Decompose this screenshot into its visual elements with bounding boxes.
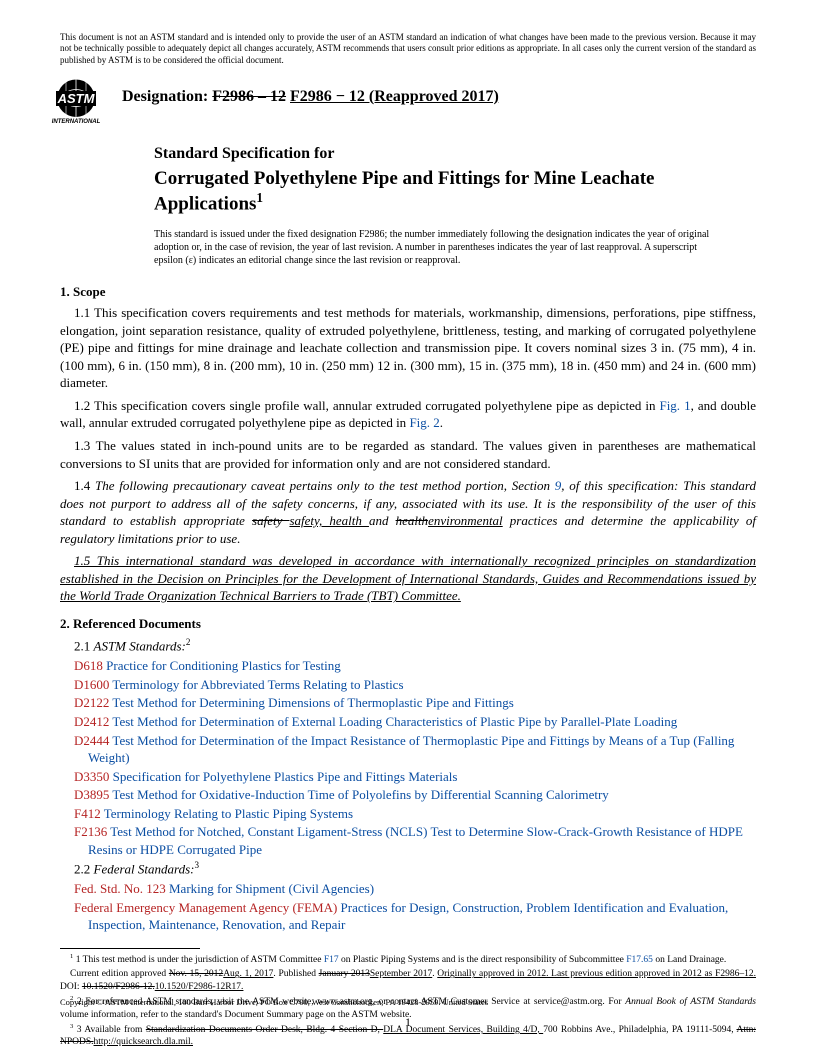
ref-item: D2122 Test Method for Determining Dimens…	[60, 694, 756, 712]
ref-code[interactable]: Fed. Std. No. 123	[74, 881, 166, 896]
ref-title[interactable]: Terminology for Abbreviated Terms Relati…	[112, 677, 403, 692]
ref-code[interactable]: D2122	[74, 695, 109, 710]
title-main: Corrugated Polyethylene Pipe and Fitting…	[154, 167, 716, 216]
astm-ref-list: D618 Practice for Conditioning Plastics …	[60, 657, 756, 858]
footnote-1: 1 1 This test method is under the jurisd…	[60, 953, 756, 967]
ref-item: D1600 Terminology for Abbreviated Terms …	[60, 676, 756, 694]
ref-item: Fed. Std. No. 123 Marking for Shipment (…	[60, 880, 756, 898]
astm-logo: ASTM INTERNATIONAL	[48, 76, 104, 132]
title-prefix: Standard Specification for	[154, 143, 716, 165]
ref-item: D3895 Test Method for Oxidative-Inductio…	[60, 786, 756, 804]
ref-code[interactable]: D2444	[74, 733, 109, 748]
section-2-head: 2. Referenced Documents	[60, 615, 756, 633]
header: ASTM INTERNATIONAL Designation: F2986 – …	[60, 80, 756, 108]
ref-item: F2136 Test Method for Notched, Constant …	[60, 823, 756, 858]
ref-code[interactable]: D3895	[74, 787, 109, 802]
ref-title[interactable]: Test Method for Oxidative-Induction Time…	[112, 787, 608, 802]
designation-new: F2986 − 12 (Reapproved 2017)	[290, 88, 499, 105]
ref-code[interactable]: D3350	[74, 769, 109, 784]
ref-item: D2412 Test Method for Determination of E…	[60, 713, 756, 731]
para-1-4: 1.4 The following precautionary caveat p…	[60, 477, 756, 547]
para-1-1: 1.1 This specification covers requiremen…	[60, 304, 756, 392]
copyright: Copyright © ASTM International, 100 Barr…	[60, 997, 756, 1008]
ref-title[interactable]: Terminology Relating to Plastic Piping S…	[104, 806, 353, 821]
designation-label: Designation:	[122, 88, 208, 105]
designation: Designation: F2986 – 12 F2986 − 12 (Reap…	[122, 80, 756, 108]
ref-title[interactable]: Practice for Conditioning Plastics for T…	[106, 658, 341, 673]
ref-title[interactable]: Test Method for Determining Dimensions o…	[112, 695, 513, 710]
disclaimer-text: This document is not an ASTM standard an…	[60, 32, 756, 66]
designation-old: F2986 – 12	[212, 88, 286, 105]
para-1-5: 1.5 This international standard was deve…	[60, 552, 756, 605]
issuance-note: This standard is issued under the fixed …	[154, 228, 716, 267]
ref-item: D2444 Test Method for Determination of t…	[60, 732, 756, 767]
ref-title[interactable]: Specification for Polyethylene Plastics …	[113, 769, 458, 784]
fig-2-link[interactable]: Fig. 2	[409, 415, 439, 430]
footnote-rule	[60, 948, 200, 949]
ref-code[interactable]: D2412	[74, 714, 109, 729]
sub-2-1: 2.1 ASTM Standards:2	[60, 636, 756, 655]
sub-2-2: 2.2 Federal Standards:3	[60, 859, 756, 878]
ref-code[interactable]: D618	[74, 658, 103, 673]
title-block: Standard Specification for Corrugated Po…	[154, 143, 716, 215]
ref-title[interactable]: Test Method for Notched, Constant Ligame…	[88, 824, 743, 857]
page-number: 1	[0, 1014, 816, 1030]
ref-title[interactable]: Test Method for Determination of Externa…	[112, 714, 677, 729]
para-1-3: 1.3 The values stated in inch-pound unit…	[60, 437, 756, 472]
section-1-head: 1. Scope	[60, 283, 756, 301]
ref-code[interactable]: F2136	[74, 824, 107, 839]
subcommittee-link[interactable]: F17.65	[626, 955, 653, 965]
ref-title[interactable]: Test Method for Determination of the Imp…	[88, 733, 734, 766]
fig-1-link[interactable]: Fig. 1	[659, 398, 690, 413]
para-1-2: 1.2 This specification covers single pro…	[60, 397, 756, 432]
ref-item: D3350 Specification for Polyethylene Pla…	[60, 768, 756, 786]
federal-ref-list: Fed. Std. No. 123 Marking for Shipment (…	[60, 880, 756, 934]
ref-code[interactable]: D1600	[74, 677, 109, 692]
ref-code[interactable]: Federal Emergency Management Agency (FEM…	[74, 900, 337, 915]
ref-item: F412 Terminology Relating to Plastic Pip…	[60, 805, 756, 823]
footnote-1-cont: Current edition approved Nov. 15, 2012Au…	[60, 968, 756, 993]
ref-item: D618 Practice for Conditioning Plastics …	[60, 657, 756, 675]
ref-item: Federal Emergency Management Agency (FEM…	[60, 899, 756, 934]
svg-text:INTERNATIONAL: INTERNATIONAL	[52, 119, 101, 125]
ref-code[interactable]: F412	[74, 806, 101, 821]
ref-title[interactable]: Marking for Shipment (Civil Agencies)	[169, 881, 374, 896]
committee-link[interactable]: F17	[324, 955, 339, 965]
svg-text:ASTM: ASTM	[57, 91, 96, 106]
